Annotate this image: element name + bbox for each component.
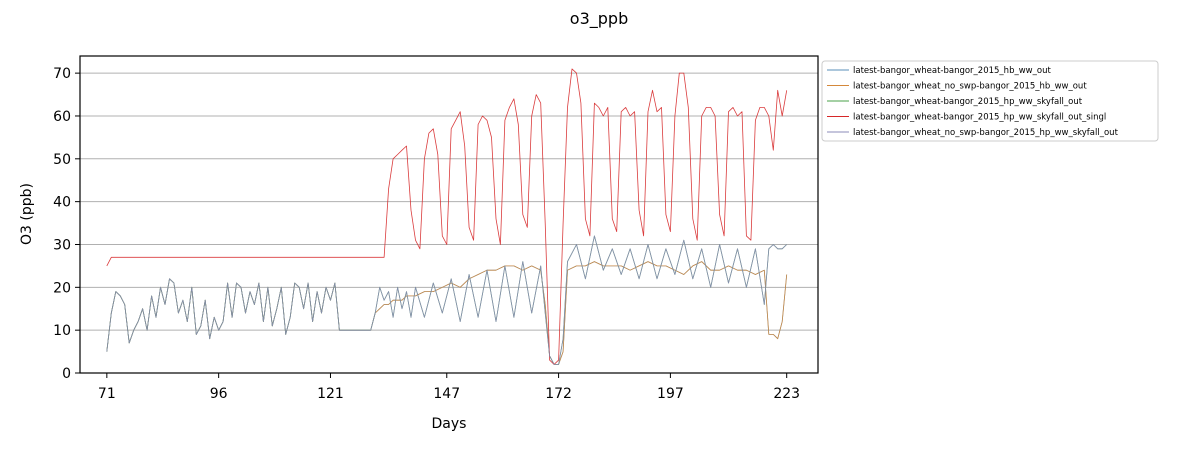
legend-label: latest-bangor_wheat-bangor_2015_hp_ww_sk… [853, 97, 1083, 107]
series-line-4 [106, 68, 788, 365]
chart-title: o3_ppb [570, 9, 628, 29]
y-tick-label: 30 [53, 237, 71, 253]
y-tick-label: 70 [53, 66, 71, 82]
series-line-5 [106, 235, 787, 365]
gridlines [80, 72, 818, 374]
y-axis-label: O3 (ppb) [19, 183, 35, 245]
x-axis-label: Days [432, 416, 467, 432]
y-tick-label: 50 [53, 152, 71, 168]
y-tick-label: 10 [53, 323, 71, 339]
series-line-3 [106, 235, 787, 365]
plot-frame [79, 55, 819, 374]
x-tick-label: 172 [545, 386, 572, 402]
x-axis: 71 96 121 147 172 197 223 [98, 373, 800, 402]
legend-label: latest-bangor_wheat-bangor_2015_hb_ww_ou… [853, 66, 1051, 76]
y-tick-label: 0 [62, 366, 71, 382]
legend: latest-bangor_wheat-bangor_2015_hb_ww_ou… [821, 60, 1159, 142]
x-tick-label: 121 [317, 386, 344, 402]
x-tick-label: 71 [98, 386, 116, 402]
legend-label: latest-bangor_wheat_no_swp-bangor_2015_h… [853, 82, 1087, 92]
x-tick-label: 147 [433, 386, 460, 402]
legend-label: latest-bangor_wheat_no_swp-bangor_2015_h… [853, 128, 1119, 138]
y-axis: 0 10 20 30 40 50 60 70 [53, 66, 80, 382]
series-line-2 [106, 261, 788, 365]
x-tick-label: 96 [210, 386, 228, 402]
series-layer [106, 68, 788, 365]
y-tick-label: 60 [53, 109, 71, 125]
legend-box [821, 60, 1159, 142]
legend-label: latest-bangor_wheat-bangor_2015_hp_ww_sk… [853, 113, 1106, 123]
x-tick-label: 223 [773, 386, 800, 402]
x-tick-label: 197 [657, 386, 684, 402]
y-tick-label: 20 [53, 280, 71, 296]
y-tick-label: 40 [53, 195, 71, 211]
series-line-1 [106, 261, 788, 365]
